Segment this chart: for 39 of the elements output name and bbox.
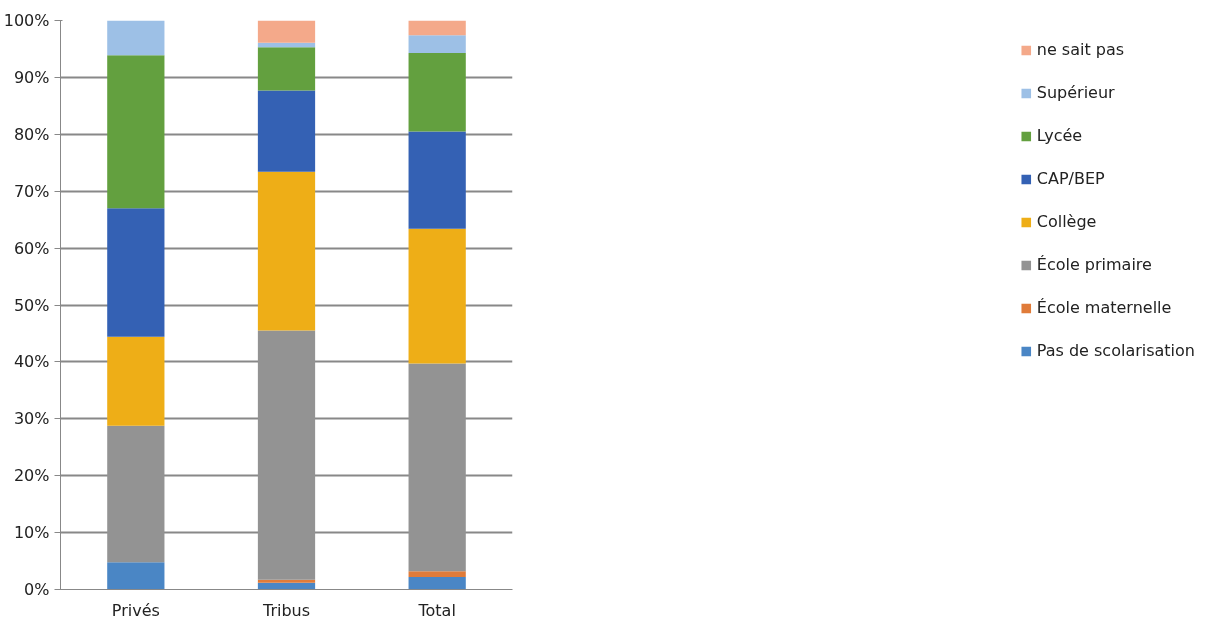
bar [107,562,165,590]
legend-label: École primaire [1036,255,1152,274]
y-tick-label: 10% [13,523,50,543]
legend-label: Supérieur [1036,83,1115,102]
bar [257,90,316,172]
legend-label: ne sait pas [1036,40,1125,59]
bar [257,20,316,43]
bar [408,571,466,577]
bar [107,336,165,426]
bar [408,52,466,132]
bar [107,208,165,337]
y-tick-label: 100% [3,11,50,30]
legend-label: Lycée [1036,126,1083,145]
x-tick-label: Tribus [261,600,311,620]
bar [408,228,466,364]
bar [257,579,316,583]
x-tick-label: Total [417,600,456,620]
y-tick-label: 40% [13,352,50,372]
y-tick-label: 90% [13,67,50,87]
bar [107,55,165,209]
bar [408,20,466,36]
bar [257,171,316,331]
legend-label: Pas de scolarisation [1036,341,1195,360]
y-tick-label: 0% [24,580,50,599]
bar [107,20,165,56]
x-tick-label: Privés [111,600,160,620]
y-tick-label: 30% [13,409,50,429]
y-tick-label: 20% [13,466,50,486]
legend-label: CAP/BEP [1036,169,1105,188]
y-tick-label: 50% [13,295,50,315]
y-tick-label: 80% [13,124,50,144]
bar [408,131,466,229]
bar [408,576,466,590]
bar [408,35,466,53]
legend-label: École maternelle [1036,298,1172,317]
y-tick-label: 60% [13,238,50,258]
bar [257,47,316,91]
legend-label: Collège [1036,212,1097,231]
y-tick-label: 70% [13,181,50,201]
